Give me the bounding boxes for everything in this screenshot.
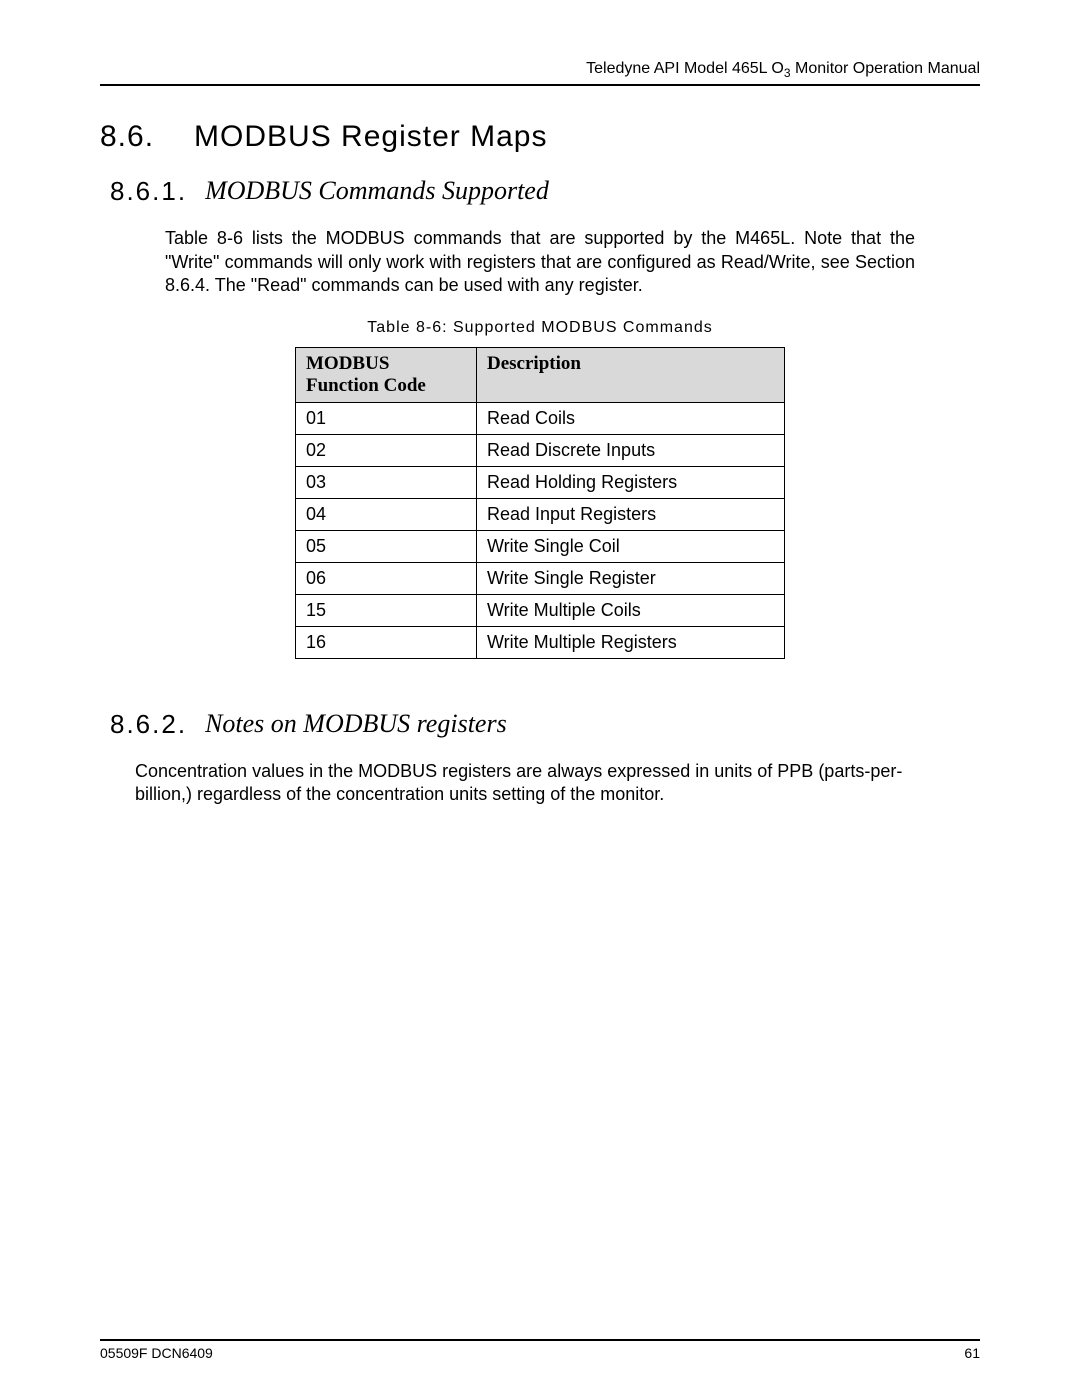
cell-code: 05 bbox=[296, 531, 477, 563]
table-header-col1: MODBUS Function Code bbox=[296, 348, 477, 403]
page-footer: 05509F DCN6409 61 bbox=[100, 1339, 980, 1361]
cell-code: 04 bbox=[296, 499, 477, 531]
cell-desc: Read Discrete Inputs bbox=[477, 435, 785, 467]
cell-code: 03 bbox=[296, 467, 477, 499]
table-row: 03 Read Holding Registers bbox=[296, 467, 785, 499]
subsection-1-paragraph: Table 8-6 lists the MODBUS commands that… bbox=[165, 227, 915, 297]
footer-right: 61 bbox=[964, 1345, 980, 1361]
cell-code: 01 bbox=[296, 403, 477, 435]
table-row: 02 Read Discrete Inputs bbox=[296, 435, 785, 467]
cell-desc: Write Single Register bbox=[477, 563, 785, 595]
document-page: Teledyne API Model 465L O3 Monitor Opera… bbox=[0, 0, 1080, 1397]
subsection-2-number: 8.6.2. bbox=[110, 709, 187, 740]
section-title: MODBUS Register Maps bbox=[194, 120, 547, 154]
col1-line1: MODBUS bbox=[306, 353, 466, 375]
header-post: Monitor Operation Manual bbox=[791, 60, 980, 77]
table-row: 01 Read Coils bbox=[296, 403, 785, 435]
table-row: 04 Read Input Registers bbox=[296, 499, 785, 531]
cell-code: 16 bbox=[296, 627, 477, 659]
running-header: Teledyne API Model 465L O3 Monitor Opera… bbox=[100, 60, 980, 80]
col1-line2: Function Code bbox=[306, 375, 466, 397]
footer-rule bbox=[100, 1339, 980, 1341]
subsection-1-heading: 8.6.1. MODBUS Commands Supported bbox=[110, 176, 980, 207]
table-row: 05 Write Single Coil bbox=[296, 531, 785, 563]
modbus-commands-table: MODBUS Function Code Description 01 Read… bbox=[295, 347, 785, 659]
cell-desc: Read Coils bbox=[477, 403, 785, 435]
cell-code: 02 bbox=[296, 435, 477, 467]
section-number: 8.6. bbox=[100, 120, 154, 154]
table-row: 16 Write Multiple Registers bbox=[296, 627, 785, 659]
header-pre: Teledyne API Model 465L O bbox=[586, 60, 784, 77]
table-row: 06 Write Single Register bbox=[296, 563, 785, 595]
cell-code: 15 bbox=[296, 595, 477, 627]
section-heading: 8.6. MODBUS Register Maps bbox=[100, 120, 980, 154]
cell-desc: Write Multiple Coils bbox=[477, 595, 785, 627]
subsection-2-heading: 8.6.2. Notes on MODBUS registers bbox=[110, 709, 980, 740]
header-text: Teledyne API Model 465L O3 Monitor Opera… bbox=[586, 60, 980, 80]
table-header-row: MODBUS Function Code Description bbox=[296, 348, 785, 403]
table-header-col2: Description bbox=[477, 348, 785, 403]
subsection-1-title: MODBUS Commands Supported bbox=[205, 176, 549, 207]
subsection-1-number: 8.6.1. bbox=[110, 176, 187, 207]
footer-left: 05509F DCN6409 bbox=[100, 1345, 213, 1361]
header-sub: 3 bbox=[784, 66, 791, 80]
subsection-2-title: Notes on MODBUS registers bbox=[205, 709, 507, 740]
cell-desc: Write Single Coil bbox=[477, 531, 785, 563]
cell-code: 06 bbox=[296, 563, 477, 595]
subsection-2-paragraph: Concentration values in the MODBUS regis… bbox=[135, 760, 950, 807]
table-row: 15 Write Multiple Coils bbox=[296, 595, 785, 627]
cell-desc: Write Multiple Registers bbox=[477, 627, 785, 659]
cell-desc: Read Holding Registers bbox=[477, 467, 785, 499]
cell-desc: Read Input Registers bbox=[477, 499, 785, 531]
header-rule bbox=[100, 84, 980, 86]
table-caption: Table 8-6: Supported MODBUS Commands bbox=[100, 319, 980, 337]
